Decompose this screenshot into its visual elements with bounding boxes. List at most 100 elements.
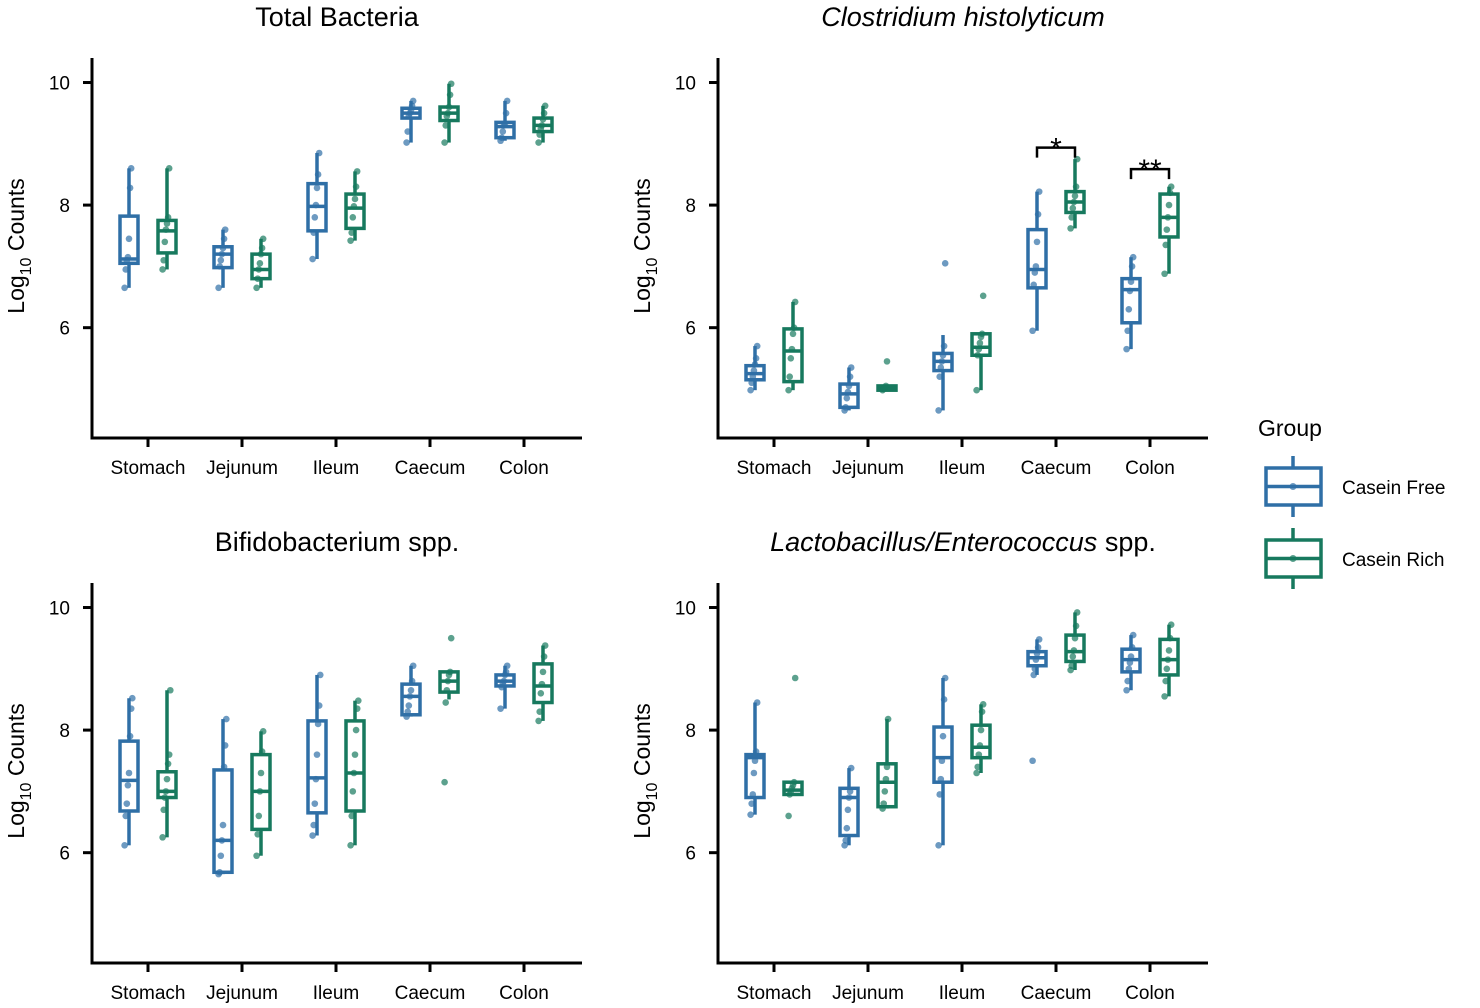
data-point — [164, 214, 172, 221]
data-point — [220, 763, 228, 771]
data-point — [884, 715, 892, 723]
data-point — [405, 702, 413, 709]
data-point — [1129, 253, 1137, 261]
data-point — [353, 705, 361, 712]
data-point — [121, 842, 128, 849]
data-point — [882, 775, 890, 783]
y-axis-title-rest: Counts — [629, 178, 655, 257]
data-point — [1167, 183, 1175, 191]
data-point — [940, 342, 948, 350]
box-casein-rich — [532, 642, 554, 725]
x-tick-label: Colon — [499, 458, 549, 479]
x-tick-label: Jejunum — [206, 458, 278, 479]
data-point — [747, 386, 754, 394]
box-casein-rich — [876, 715, 898, 812]
y-axis-title-base: Log — [629, 275, 655, 313]
box-casein-free — [118, 165, 140, 292]
data-point — [254, 275, 261, 282]
data-point — [443, 686, 451, 694]
y-axis-title-subscript: 10 — [644, 782, 661, 800]
box-iqr — [344, 719, 366, 813]
data-point — [1165, 201, 1173, 209]
data-point — [408, 677, 416, 685]
box-casein-rich — [970, 701, 992, 777]
data-point — [540, 109, 548, 117]
data-point — [753, 699, 761, 706]
data-point — [1072, 183, 1080, 191]
data-point — [974, 763, 981, 771]
chart-title: Bifidobacterium spp. — [215, 527, 460, 557]
box-casein-free — [932, 260, 954, 414]
data-point — [314, 720, 322, 728]
data-point — [788, 345, 796, 353]
data-point — [1070, 198, 1078, 206]
data-point — [1166, 189, 1174, 197]
data-point — [216, 263, 223, 270]
data-point — [975, 345, 983, 353]
box-casein-rich — [970, 292, 992, 394]
data-point — [309, 832, 316, 839]
box-casein-free — [1120, 253, 1142, 353]
data-point — [165, 165, 173, 172]
box-casein-rich — [876, 358, 898, 394]
x-tick-label: Stomach — [111, 458, 186, 479]
data-point — [1035, 636, 1043, 643]
legend-key-casein-free — [1264, 456, 1323, 517]
box-iqr — [876, 762, 898, 809]
data-point — [847, 764, 855, 772]
data-point — [1163, 665, 1171, 673]
data-point — [122, 812, 129, 820]
x-tick-label: Caecum — [1021, 458, 1092, 479]
x-tick-label: Stomach — [737, 458, 812, 479]
data-point — [159, 834, 166, 841]
data-point — [441, 778, 448, 786]
chart-title-main: Lactobacillus/Enterococcus — [770, 527, 1097, 557]
data-point — [1163, 226, 1171, 233]
data-point — [258, 748, 266, 755]
legend-label-casein-rich: Casein Rich — [1342, 550, 1444, 571]
data-point — [1035, 188, 1043, 195]
x-tick-label: Caecum — [1021, 983, 1092, 1004]
chart-title: Lactobacillus/Enterococcus spp. — [770, 527, 1156, 557]
data-point — [749, 791, 757, 798]
data-point — [1031, 665, 1039, 673]
data-point — [1161, 693, 1168, 700]
data-point — [751, 361, 759, 368]
data-point — [845, 382, 853, 390]
box-casein-rich — [1064, 155, 1086, 232]
data-point — [1123, 345, 1130, 353]
data-point — [976, 339, 984, 347]
box-casein-rich — [250, 728, 272, 860]
data-point — [165, 751, 173, 758]
data-point — [122, 266, 129, 273]
data-point — [1126, 287, 1134, 295]
box-casein-free — [212, 715, 234, 878]
box-casein-rich — [438, 634, 460, 786]
data-point — [257, 769, 265, 777]
y-tick-label: 6 — [59, 319, 70, 340]
data-point — [350, 769, 358, 777]
box-casein-free — [400, 97, 422, 146]
data-point — [121, 284, 128, 292]
chart-title: Clostridium histolyticum — [821, 2, 1105, 32]
box-iqr — [344, 192, 366, 231]
data-point — [1067, 225, 1074, 232]
y-axis-title-subscript: 10 — [644, 257, 661, 275]
data-point — [309, 255, 316, 263]
y-tick-label: 10 — [49, 74, 70, 95]
data-point — [935, 407, 942, 414]
data-point — [355, 697, 362, 704]
data-point — [219, 244, 227, 252]
data-point — [441, 139, 448, 146]
data-point — [1073, 609, 1081, 616]
data-point — [1166, 634, 1174, 642]
y-tick-label: 8 — [59, 721, 70, 742]
data-point — [881, 788, 889, 795]
data-point — [129, 694, 136, 702]
box-casein-free — [1026, 636, 1048, 765]
significance-label: ** — [1138, 154, 1162, 187]
data-point — [503, 97, 511, 105]
y-axis-title-subscript: 10 — [18, 782, 35, 800]
